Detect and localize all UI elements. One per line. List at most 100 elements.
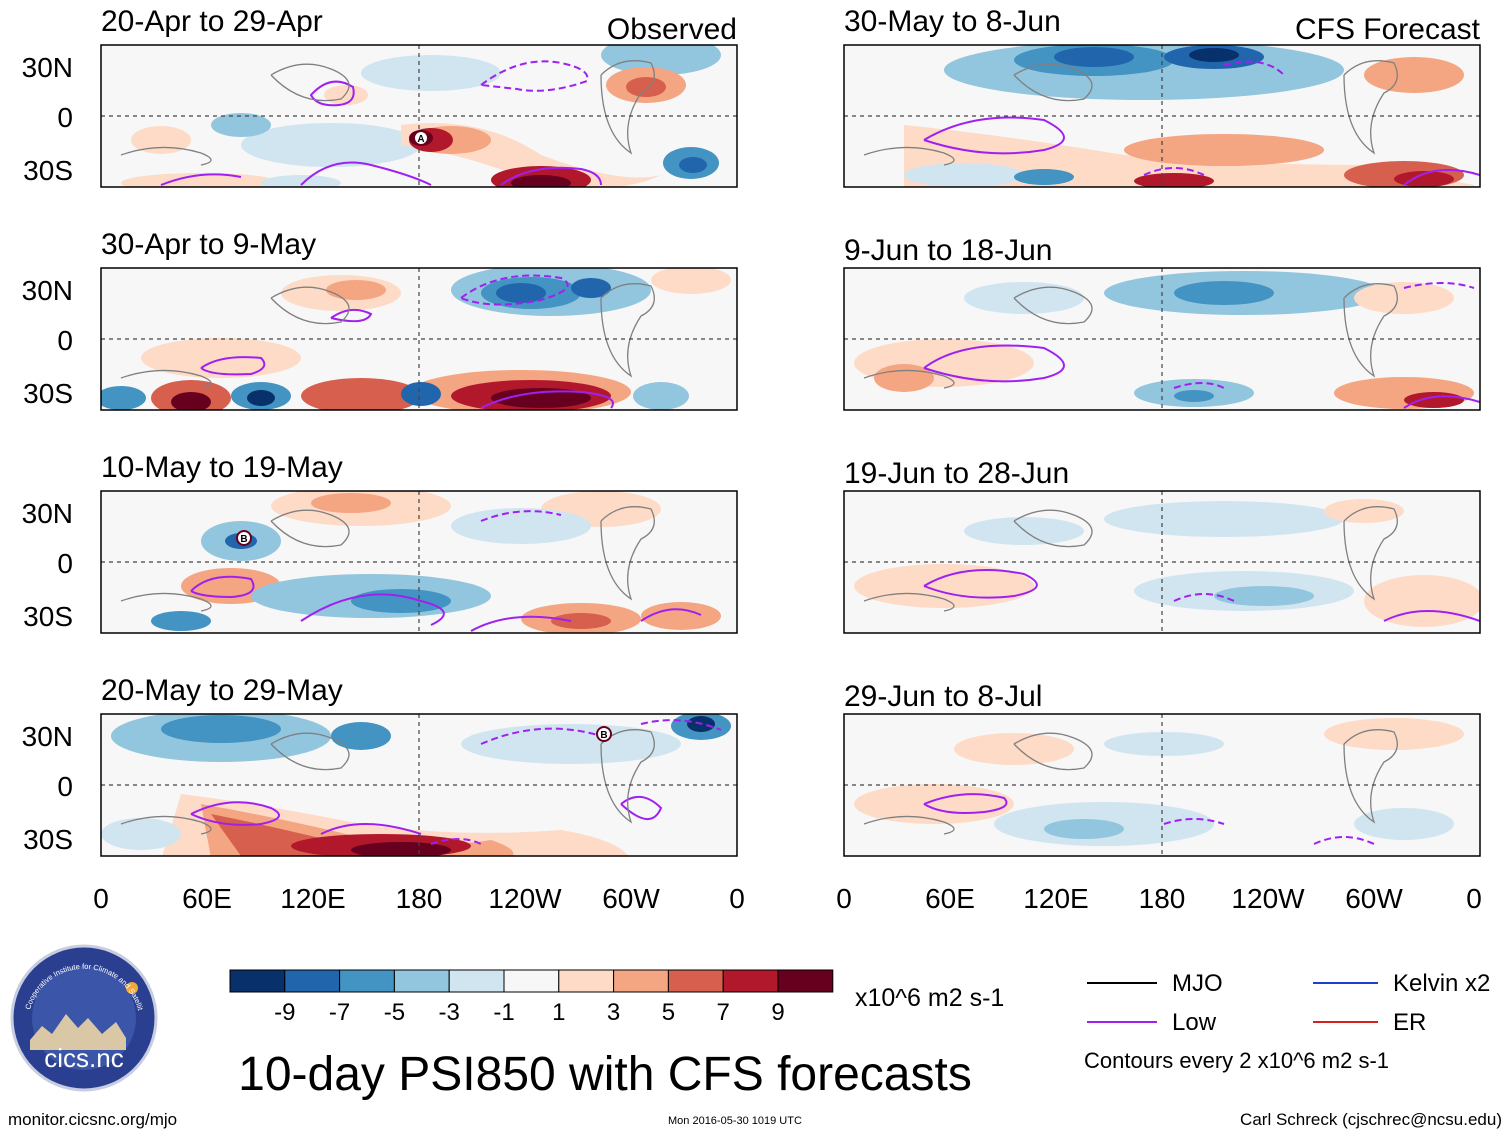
map-field (844, 45, 1480, 187)
x-axis-labels-right: 0 60E 120E 180 120W 60W 0 (836, 883, 1482, 914)
colorbar-swatch (503, 969, 560, 993)
panel-period-label: 20-Apr to 29-Apr (101, 5, 323, 38)
x-axis-labels-left: 0 60E 120E 180 120W 60W 0 (93, 883, 745, 914)
y-axis-labels: 30N 0 30S 30N 0 30S 30N 0 30S 30N 0 30S (22, 52, 73, 855)
legend-item-er: ER (1313, 1009, 1426, 1036)
panel-period-label: 20-May to 29-May (101, 674, 343, 707)
colorbar-label: 5 (662, 999, 675, 1026)
colorbar: -9 -7 -5 -3 -1 1 3 5 7 9 x10^6 m2 s-1 (229, 969, 1004, 1026)
colorbar-label: -5 (384, 999, 405, 1026)
x-tick-label: 120W (1231, 883, 1305, 914)
y-tick-label: 30S (23, 824, 73, 855)
svg-text:A: A (417, 134, 424, 145)
y-tick-label: 30S (23, 601, 73, 632)
legend-item-kelvin: Kelvin x2 (1313, 970, 1490, 997)
colorbar-swatch (284, 969, 341, 993)
panel-period-label: 29-Jun to 8-Jul (844, 680, 1042, 713)
colorbar-swatch (229, 969, 286, 993)
footer-url[interactable]: monitor.cicsnc.org/mjo (8, 1110, 178, 1129)
x-tick-label: 180 (396, 883, 443, 914)
marker-a: A (413, 130, 429, 146)
colorbar-label: -1 (493, 999, 514, 1026)
map-panel-7: 19-Jun to 28-Jun (843, 457, 1481, 634)
x-tick-label: 0 (1466, 883, 1482, 914)
colorbar-label: -7 (329, 999, 350, 1026)
colorbar-label: -3 (439, 999, 460, 1026)
map-panel-2: 30-Apr to 9-May (100, 228, 738, 411)
colorbar-swatch (393, 969, 450, 993)
y-tick-label: 0 (57, 102, 73, 133)
colorbar-label: 3 (607, 999, 620, 1026)
colorbar-swatches (229, 969, 834, 993)
contour-note: Contours every 2 x10^6 m2 s-1 (1084, 1048, 1389, 1073)
y-tick-label: 0 (57, 548, 73, 579)
legend-label: ER (1393, 1009, 1426, 1036)
logo-text: cics.nc (44, 1043, 123, 1073)
x-tick-label: 60W (1345, 883, 1403, 914)
panel-period-label: 10-May to 19-May (101, 451, 343, 484)
sun-icon (126, 982, 138, 994)
figure-title: 10-day PSI850 with CFS forecasts (238, 1048, 972, 1101)
forecast-label: CFS Forecast (1295, 13, 1481, 46)
x-tick-label: 60E (182, 883, 232, 914)
colorbar-swatch (722, 969, 779, 993)
legend-label: Kelvin x2 (1393, 970, 1490, 997)
y-tick-label: 0 (57, 325, 73, 356)
x-tick-label: 120E (1023, 883, 1088, 914)
observed-label: Observed (607, 13, 737, 46)
map-panel-4: 20-May to 29-May (100, 674, 738, 857)
y-tick-label: 30N (22, 52, 73, 83)
panel-period-label: 19-Jun to 28-Jun (844, 457, 1069, 490)
colorbar-swatch (667, 969, 724, 993)
y-tick-label: 30S (23, 155, 73, 186)
footer-timestamp: Mon 2016-05-30 1019 UTC (668, 1115, 802, 1127)
map-field (844, 268, 1480, 410)
x-tick-label: 120W (488, 883, 562, 914)
y-tick-label: 0 (57, 771, 73, 802)
panel-period-label: 30-Apr to 9-May (101, 228, 316, 261)
x-tick-label: 180 (1139, 883, 1186, 914)
x-tick-label: 60E (925, 883, 975, 914)
svg-text:B: B (240, 534, 247, 545)
colorbar-swatch (613, 969, 669, 993)
map-field (844, 491, 1480, 633)
x-tick-label: 0 (93, 883, 109, 914)
colorbar-label: 7 (717, 999, 730, 1026)
y-tick-label: 30N (22, 721, 73, 752)
colorbar-swatch (558, 969, 615, 993)
y-tick-label: 30N (22, 498, 73, 529)
colorbar-labels: -9 -7 -5 -3 -1 1 3 5 7 9 (274, 999, 785, 1026)
map-field: B (101, 491, 737, 633)
contour-legend: MJO Kelvin x2 Low ER Contours every 2 x1… (1084, 970, 1490, 1073)
panel-period-label: 9-Jun to 18-Jun (844, 234, 1052, 267)
map-panel-6: 9-Jun to 18-Jun (843, 234, 1481, 411)
footer-credit: Carl Schreck (cjschrec@ncsu.edu) (1240, 1110, 1502, 1129)
legend-item-mjo: MJO (1087, 970, 1223, 997)
map-field (101, 268, 737, 410)
y-tick-label: 30N (22, 275, 73, 306)
legend-label: Low (1172, 1009, 1217, 1036)
map-panel-3: 10-May to 19-May (100, 451, 738, 634)
map-panel-1: 20-Apr to 29-Apr Observed (100, 5, 738, 188)
colorbar-label: -9 (274, 999, 295, 1026)
svg-text:B: B (600, 730, 607, 741)
map-panel-8: 29-Jun to 8-Jul (843, 680, 1481, 857)
panel-period-label: 30-May to 8-Jun (844, 5, 1061, 38)
colorbar-swatch (777, 969, 834, 993)
colorbar-units: x10^6 m2 s-1 (855, 984, 1004, 1012)
map-field: B (101, 714, 737, 856)
marker-b: B (596, 726, 612, 742)
map-panel-5: 30-May to 8-Jun CFS Forecast (843, 5, 1481, 188)
x-tick-label: 120E (280, 883, 345, 914)
colorbar-label: 1 (552, 999, 565, 1026)
x-tick-label: 0 (729, 883, 745, 914)
legend-label: MJO (1172, 970, 1223, 997)
x-tick-label: 60W (602, 883, 660, 914)
legend-item-low: Low (1087, 1009, 1217, 1036)
colorbar-label: 9 (771, 999, 784, 1026)
colorbar-swatch (448, 969, 505, 993)
marker-b: B (236, 530, 252, 546)
colorbar-swatch (339, 969, 395, 993)
map-field: A (101, 45, 737, 187)
